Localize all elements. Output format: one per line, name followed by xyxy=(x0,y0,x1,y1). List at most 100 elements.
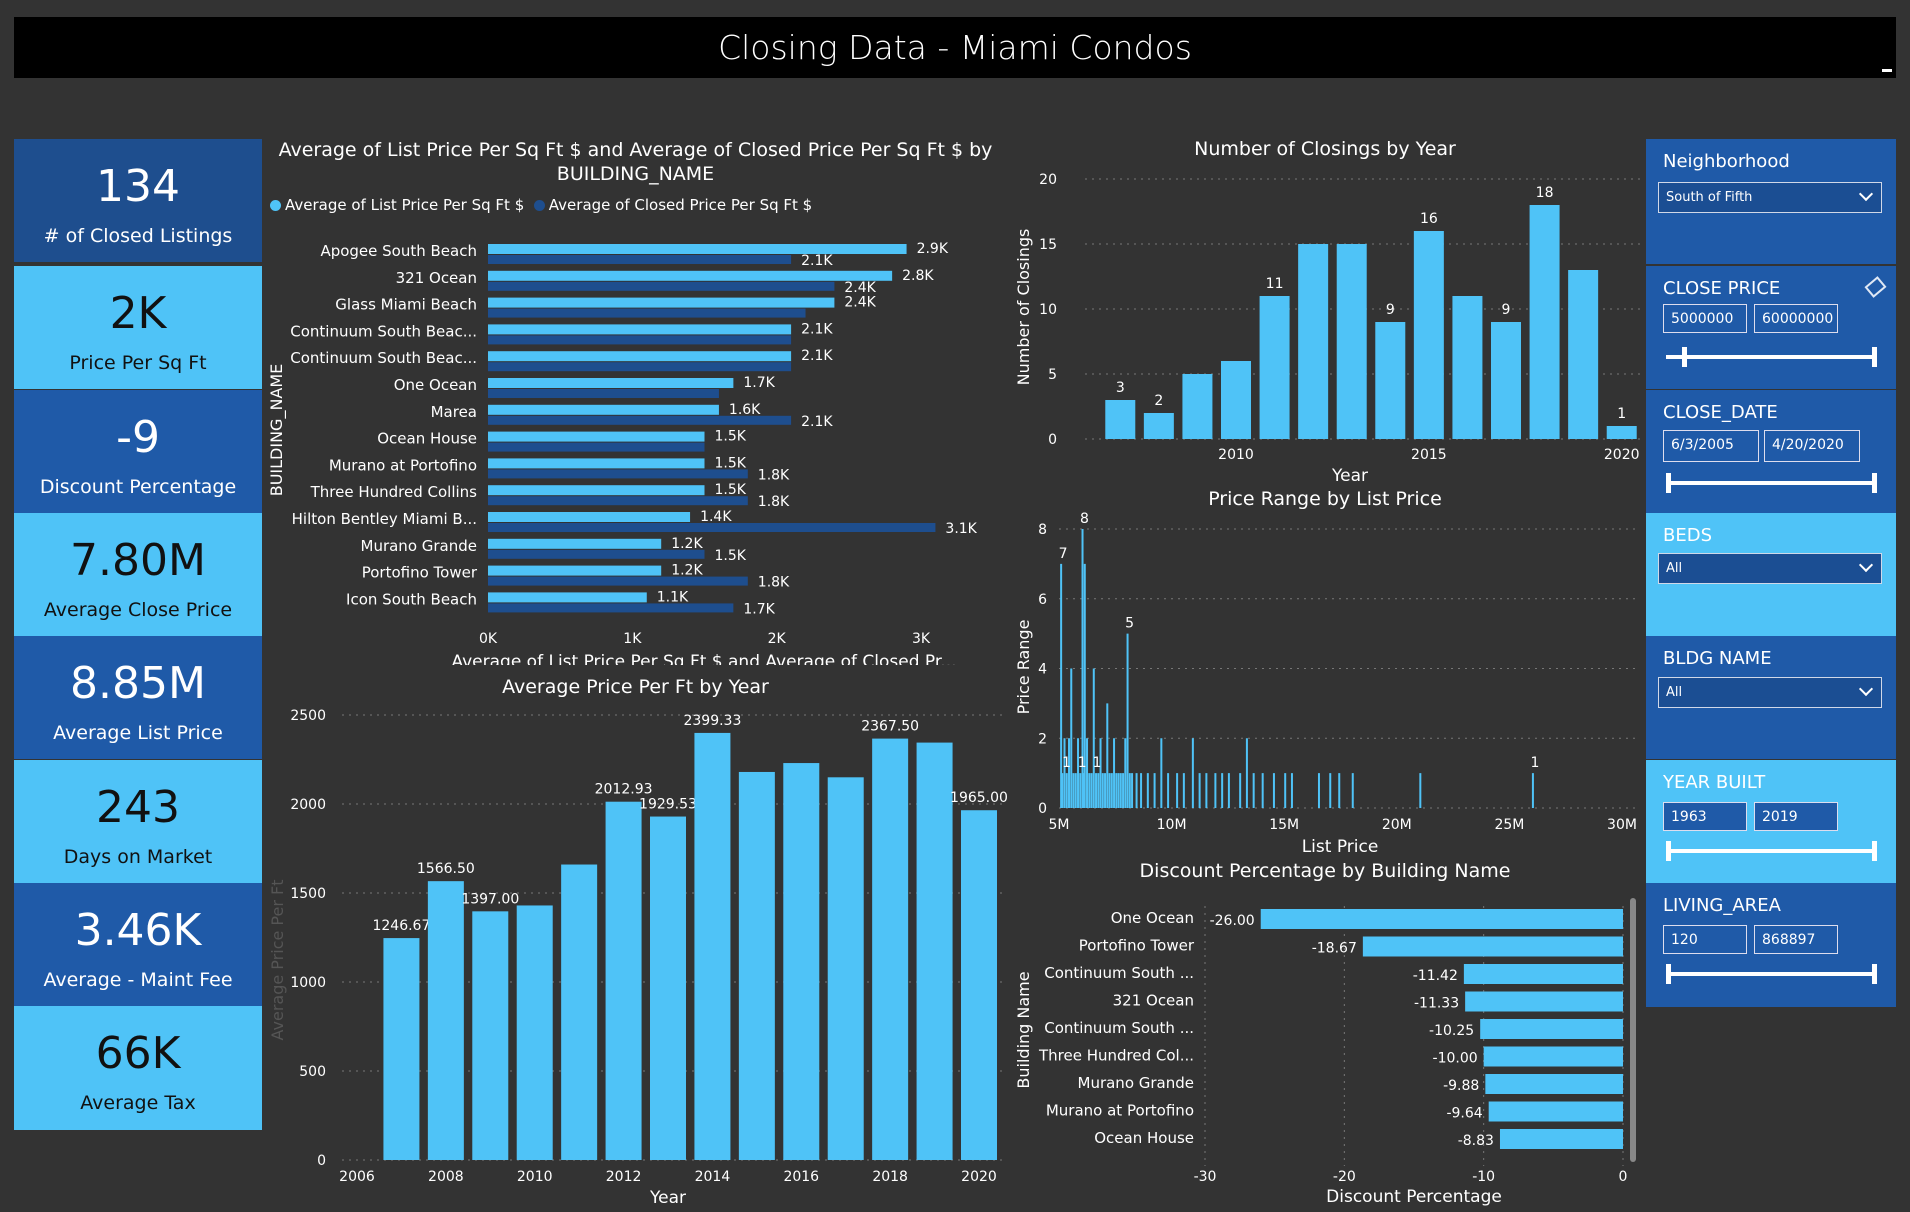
bar-list-price xyxy=(488,431,705,442)
bldg-name-dropdown[interactable]: All xyxy=(1658,677,1882,708)
minimize-icon[interactable] xyxy=(1882,69,1892,72)
bar-discount xyxy=(1483,1046,1623,1067)
data-label: -9.88 xyxy=(1443,1078,1479,1094)
bar-price-range xyxy=(1239,773,1242,808)
category-label: One Ocean xyxy=(394,376,477,394)
slider-handle-min[interactable] xyxy=(1666,964,1671,984)
category-label: 321 Ocean xyxy=(396,269,477,287)
legend-closed-label: Average of Closed Price Per Sq Ft $ xyxy=(548,196,813,214)
eraser-icon[interactable] xyxy=(1864,276,1887,298)
data-label: 7 xyxy=(1059,546,1068,562)
y-tick-label: 15 xyxy=(1039,237,1057,253)
living-area-min-input[interactable]: 120 xyxy=(1663,925,1747,954)
bar-discount xyxy=(1465,991,1623,1012)
x-axis-title: Year xyxy=(649,1188,686,1208)
slider-handle-max[interactable] xyxy=(1872,964,1877,984)
bar-list-price xyxy=(488,538,662,549)
year-built-max-input[interactable]: 2019 xyxy=(1754,802,1838,831)
bar-price-range xyxy=(1153,773,1156,808)
bar-price-range xyxy=(1272,773,1275,808)
beds-dropdown[interactable]: All xyxy=(1658,553,1882,584)
data-label: 1 xyxy=(1092,755,1101,771)
x-tick-label: 3K xyxy=(912,631,931,647)
input-value: 120 xyxy=(1671,932,1698,948)
x-tick-label: -30 xyxy=(1194,1169,1217,1185)
close-price-min-input[interactable]: 5000000 xyxy=(1663,304,1747,333)
data-label: 2.1K xyxy=(801,414,833,430)
living-area-slider[interactable] xyxy=(1666,964,1877,984)
slider-handle-max[interactable] xyxy=(1872,473,1877,493)
data-label: 2399.33 xyxy=(683,713,741,729)
slicer-title: BLDG NAME xyxy=(1663,648,1772,669)
bar-closed-price xyxy=(488,603,734,613)
data-label: -8.83 xyxy=(1458,1133,1494,1149)
bar-discount xyxy=(1260,909,1623,929)
neighborhood-dropdown[interactable]: South of Fifth xyxy=(1658,182,1882,213)
bar-price-range xyxy=(1106,703,1109,808)
dropdown-value: All xyxy=(1666,685,1683,700)
bar-price-range xyxy=(1092,668,1095,808)
bar-price-range xyxy=(1081,529,1084,808)
bar-price-range xyxy=(1160,738,1163,808)
y-tick-label: 0 xyxy=(1048,432,1057,448)
data-label: 1 xyxy=(1617,406,1626,422)
year-built-slider[interactable] xyxy=(1666,841,1877,861)
bar-price-range xyxy=(1124,738,1127,808)
bar-avg-price xyxy=(872,738,909,1160)
close-date-end-input[interactable]: 4/20/2020 xyxy=(1764,430,1860,462)
data-label: 1 xyxy=(1062,755,1071,771)
bar-price-range xyxy=(1082,773,1085,808)
close-price-max-input[interactable]: 60000000 xyxy=(1754,304,1838,333)
avgprice-bar-chart: 0 500 1000 1500 2000 2500 1246.67 1566.50 1397.0… xyxy=(268,708,1007,1208)
x-tick-label: 2015 xyxy=(1411,447,1447,463)
bar-list-price xyxy=(488,270,893,281)
bar-discount xyxy=(1362,936,1623,957)
living-area-max-input[interactable]: 868897 xyxy=(1754,925,1838,954)
bar-avg-price xyxy=(961,810,997,1160)
pricerange-chart-title: Price Range by List Price xyxy=(1208,488,1442,510)
bar-list-price xyxy=(488,297,835,308)
y-tick-label: 2000 xyxy=(290,797,326,813)
x-tick-label: 20M xyxy=(1382,817,1412,833)
dropdown-value: South of Fifth xyxy=(1666,190,1753,205)
data-label: -11.33 xyxy=(1414,996,1459,1012)
bar-closings xyxy=(1491,322,1521,439)
slider-handle-min[interactable] xyxy=(1682,347,1687,367)
bar-price-range xyxy=(1115,773,1118,808)
bar-list-price xyxy=(488,485,705,496)
data-label: 11 xyxy=(1266,276,1284,292)
y-tick-label: 10 xyxy=(1039,302,1057,318)
bar-discount xyxy=(1485,1074,1623,1094)
x-tick-label: 0K xyxy=(479,631,498,647)
bar-price-range xyxy=(1205,773,1208,808)
close-date-start-input[interactable]: 6/3/2005 xyxy=(1663,430,1759,462)
category-label: Ocean House xyxy=(377,430,477,448)
y-tick-label: 0 xyxy=(317,1153,326,1169)
kpi-label: Average Tax xyxy=(80,1092,196,1114)
bar-avg-price xyxy=(472,911,509,1160)
x-tick-label: 0 xyxy=(1619,1169,1628,1185)
bar-closed-price xyxy=(488,389,719,398)
input-value: 6/3/2005 xyxy=(1671,437,1734,453)
bar-discount xyxy=(1480,1019,1623,1039)
close-date-slider[interactable] xyxy=(1666,473,1877,493)
data-label: 9 xyxy=(1386,302,1395,318)
input-value: 1963 xyxy=(1671,809,1707,825)
data-label: -26.00 xyxy=(1210,913,1255,929)
slicer-title: CLOSE_DATE xyxy=(1663,402,1778,423)
close-price-slider[interactable] xyxy=(1666,347,1877,367)
year-built-min-input[interactable]: 1963 xyxy=(1663,802,1747,831)
x-tick-label: -20 xyxy=(1333,1169,1356,1185)
dashboard-header: Closing Data - Miami Condos xyxy=(14,17,1896,78)
bar-closed-price xyxy=(488,362,792,372)
slider-handle-min[interactable] xyxy=(1666,473,1671,493)
x-axis-title: List Price xyxy=(1302,837,1379,857)
bar-avg-price xyxy=(605,801,642,1160)
bar-closings xyxy=(1375,322,1406,439)
slider-handle-min[interactable] xyxy=(1666,841,1671,861)
y-tick-label: 1000 xyxy=(290,975,326,991)
slider-handle-max[interactable] xyxy=(1872,841,1877,861)
bar-price-range xyxy=(1261,773,1264,808)
bar-closings xyxy=(1452,296,1483,439)
slider-handle-max[interactable] xyxy=(1872,347,1877,367)
